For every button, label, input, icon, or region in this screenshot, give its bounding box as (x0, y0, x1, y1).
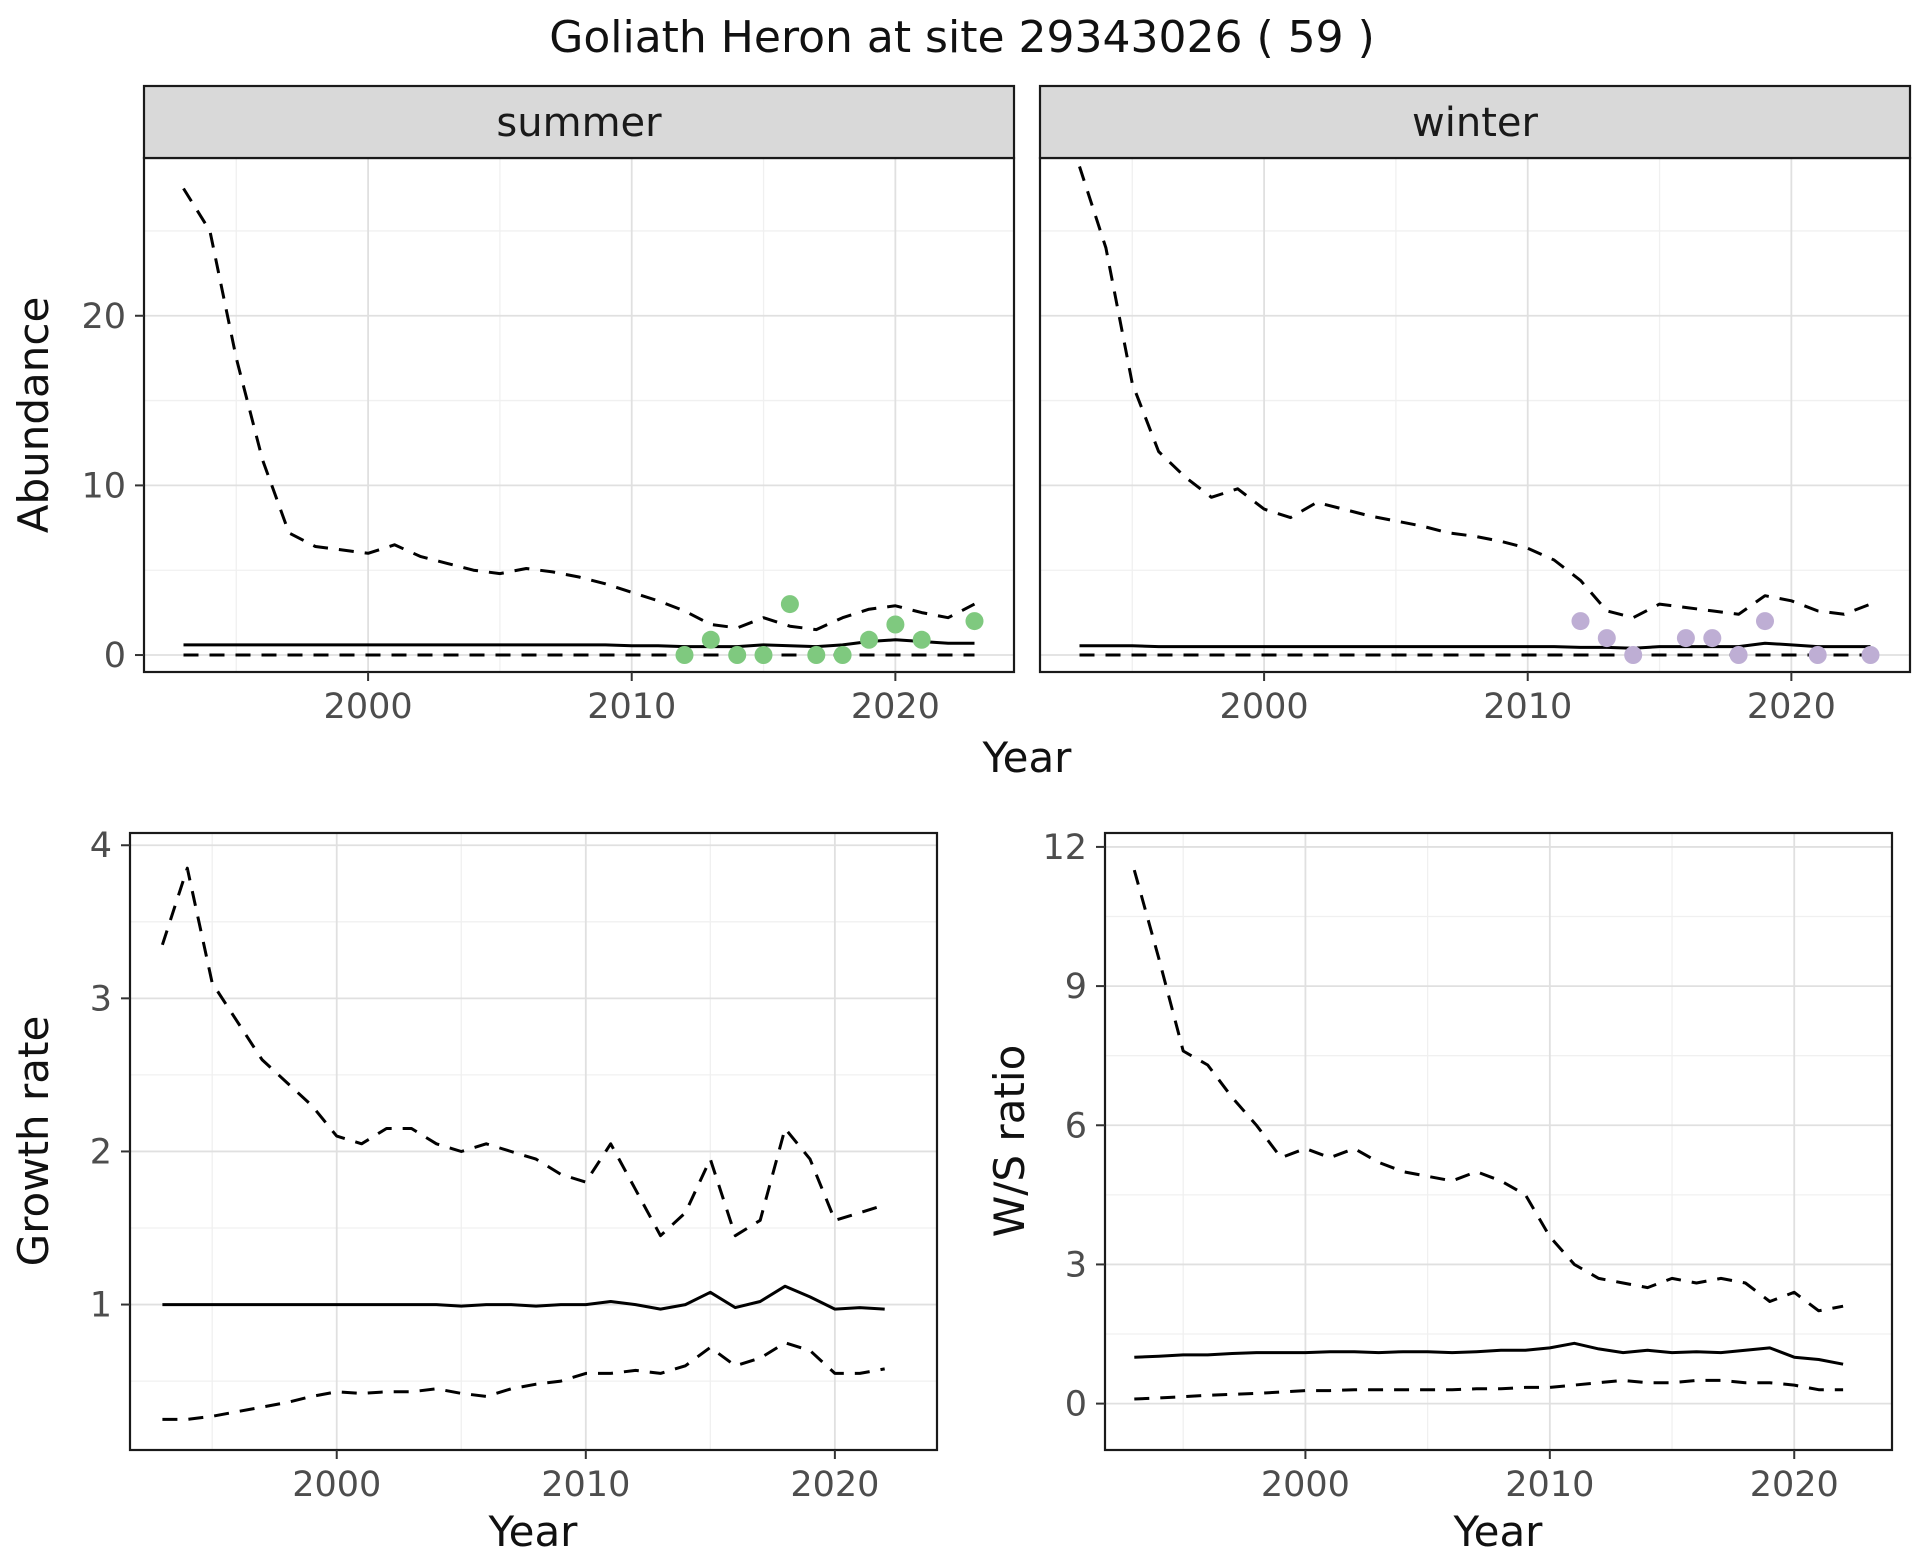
y-tick-label: 0 (1065, 1385, 1087, 1425)
x-tick-label: 2010 (541, 1465, 630, 1505)
year-axis-title-bottom-right: Year (1453, 1507, 1544, 1556)
abundance-summer-upper-ci-line (182, 187, 976, 632)
figure-title: Goliath Heron at site 29343026 ( 59 ) (549, 12, 1375, 63)
abundance-summer-data-point (728, 646, 747, 664)
growth-rate-border (128, 831, 939, 1452)
abundance-winter-data-point (1571, 612, 1590, 631)
abundance-summer-data-point (965, 612, 984, 631)
abundance-summer-data-point (754, 646, 773, 664)
x-tick-label: 2020 (1750, 1465, 1839, 1505)
y-tick-label: 9 (1065, 967, 1087, 1007)
abundance-summer-data-point (860, 630, 878, 649)
ws-ratio-axis-title: W/S ratio (985, 1045, 1034, 1238)
x-tick-label: 2020 (1747, 687, 1836, 727)
growth-rate: 2000 2010 2020 1 2 3 4 (90, 826, 939, 1505)
x-tick-label: 2000 (324, 687, 413, 727)
ws-ratio-border (1103, 831, 1894, 1452)
abundance-winter-data-point (1808, 646, 1827, 664)
x-tick-label: 2020 (851, 687, 940, 727)
x-tick-label: 2010 (1505, 1465, 1594, 1505)
abundance-summer-median-line (183, 638, 975, 649)
y-tick-label: 6 (1065, 1106, 1087, 1146)
abundance-winter-data-point (1703, 629, 1722, 648)
abundance-summer-data-point (912, 630, 931, 649)
abundance-winter: 2000 2010 2020 (1038, 84, 1912, 727)
ws-ratio-upper-ci-line (1132, 869, 1844, 1313)
y-tick-label: 1 (90, 1286, 112, 1326)
y-tick-label: 0 (104, 636, 126, 676)
facet-strip (142, 84, 1016, 160)
abundance-winter-data-point (1676, 629, 1695, 648)
x-tick-label: 2020 (790, 1465, 879, 1505)
y-tick-label: 3 (1065, 1245, 1087, 1285)
y-tick-label: 3 (90, 979, 112, 1019)
x-tick-label: 2010 (587, 687, 676, 727)
abundance-winter-data-point (1729, 646, 1748, 664)
abundance-axis-title: Abundance (9, 297, 58, 534)
y-tick-label: 20 (81, 297, 126, 337)
abundance-winter-data-point (1597, 629, 1616, 648)
y-tick-label: 12 (1042, 828, 1087, 868)
facet-strip (1038, 84, 1912, 160)
abundance-summer-data-point (833, 646, 852, 664)
abundance-summer-data-point (807, 646, 826, 664)
growth-rate-lower-ci-line (162, 1341, 885, 1421)
x-tick-label: 2000 (292, 1465, 381, 1505)
y-tick-label: 10 (81, 466, 126, 506)
abundance-winter-data-point (1861, 646, 1880, 664)
ws-ratio: 2000 2010 2020 0 3 6 9 12 (1042, 828, 1894, 1505)
ws-ratio-lower-ci-line (1134, 1378, 1844, 1401)
x-tick-label: 2000 (1220, 687, 1309, 727)
growth-rate-upper-ci-line (160, 866, 886, 1238)
ws-ratio-median-line (1134, 1341, 1844, 1366)
facet-label-winter: winter (1412, 100, 1538, 146)
x-tick-label: 2000 (1261, 1465, 1350, 1505)
growth-rate-median-line (162, 1284, 885, 1311)
year-axis-title-top: Year (982, 733, 1073, 782)
abundance-summer: 2000 2010 2020 0 10 20 (81, 84, 1016, 727)
abundance-winter-data-point (1624, 646, 1643, 664)
abundance-winter-upper-ci-line (1078, 166, 1872, 620)
abundance-winter-data-point (1756, 612, 1774, 631)
abundance-summer-data-point (675, 646, 694, 664)
x-tick-label: 2010 (1483, 687, 1572, 727)
y-tick-label: 4 (90, 826, 112, 866)
year-axis-title-bottom-left: Year (488, 1507, 579, 1556)
abundance-summer-data-point (701, 630, 720, 649)
growth-rate-axis-title: Growth rate (9, 1016, 58, 1267)
facet-label-summer: summer (496, 100, 662, 146)
y-tick-label: 2 (90, 1132, 112, 1172)
abundance-summer-data-point (886, 615, 905, 634)
abundance-summer-data-point (780, 595, 799, 614)
